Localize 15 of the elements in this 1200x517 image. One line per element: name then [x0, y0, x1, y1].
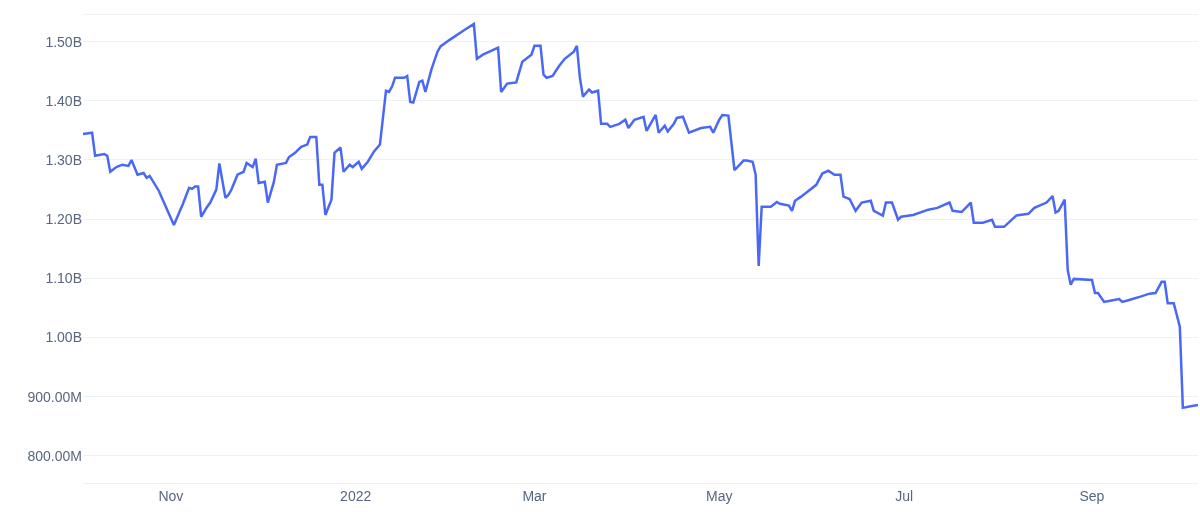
- line-series: [83, 22, 1198, 410]
- y-tick-label: 1.30B: [45, 151, 82, 168]
- y-tick-label: 900.00M: [27, 388, 82, 405]
- y-tick-label: 1.20B: [45, 211, 82, 228]
- x-tick-label: Jul: [895, 487, 914, 504]
- x-tick-label: Sep: [1079, 487, 1105, 504]
- y-tick-label: 1.10B: [45, 270, 82, 287]
- x-tick-label: Nov: [158, 487, 184, 504]
- y-tick-label: 1.40B: [45, 92, 82, 109]
- x-tick-label: Mar: [522, 487, 547, 504]
- x-tick-label: May: [706, 487, 733, 504]
- x-tick-label: 2022: [340, 487, 372, 504]
- y-tick-label: 800.00M: [27, 447, 82, 464]
- y-tick-label: 1.00B: [45, 329, 82, 346]
- y-tick-label: 1.50B: [45, 33, 82, 50]
